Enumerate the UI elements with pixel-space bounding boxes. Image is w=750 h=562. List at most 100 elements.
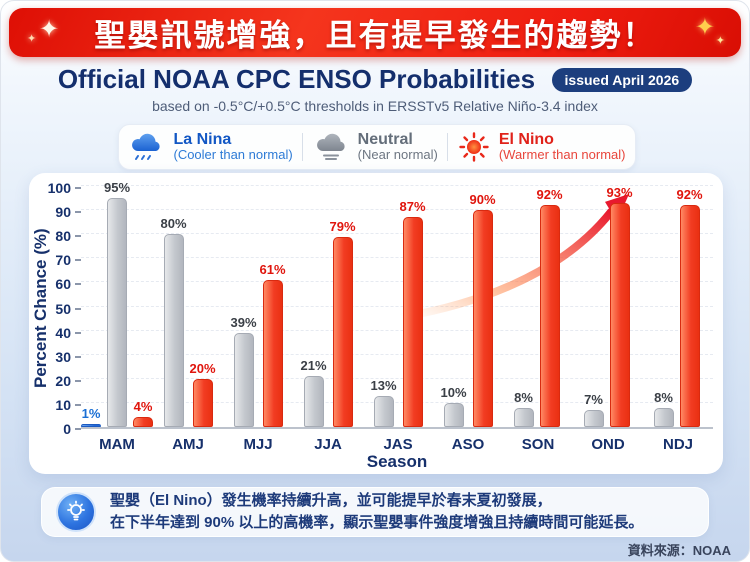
season-group-jas: 13% 87% JAS [363, 188, 433, 453]
gridline [81, 185, 713, 186]
x-tick-label: MJJ [243, 436, 273, 453]
neutral-bar [233, 333, 254, 427]
y-tick-label: 0 [63, 421, 71, 437]
issued-badge: issued April 2026 [551, 67, 693, 92]
sparkle-icon: ✦ [695, 16, 725, 48]
bar-value-label: 13% [370, 377, 397, 393]
rain-cloud-icon [132, 133, 161, 160]
x-tick-label: JAS [383, 436, 413, 453]
banner: ✦ 聖嬰訊號增強，且有提早發生的趨勢！ ✦ [9, 8, 741, 57]
season-group-amj: 80% 20% AMJ [153, 188, 223, 453]
bar-value-label: 79% [329, 218, 356, 234]
y-tick-mark [75, 307, 81, 310]
season-group-aso: 10% 90% ASO [433, 188, 503, 453]
el-nino-bar [332, 236, 353, 427]
neutral-bar [443, 402, 464, 427]
legend-label: La Nina [173, 130, 232, 148]
header: Official NOAA CPC ENSO Probabilities iss… [1, 64, 749, 95]
bar-value-label: 7% [584, 392, 603, 408]
gridline [81, 209, 713, 211]
legend-description: (Near normal) [357, 147, 438, 163]
season-group-mjj: 39% 61% MJJ [223, 188, 293, 453]
bar-value-label: 93% [606, 184, 633, 200]
legend-description: (Warmer than normal) [498, 147, 626, 163]
y-tick-mark [75, 259, 81, 262]
bar-value-label: 80% [160, 216, 187, 232]
bar-value-label: 8% [654, 389, 673, 405]
gridline [81, 329, 713, 331]
y-tick-mark [75, 211, 81, 214]
y-tick-label: 100 [47, 180, 71, 196]
season-group-ond: 7% 93% OND [573, 184, 643, 453]
gridline [81, 281, 713, 283]
chart-legend: La Nina (Cooler than normal) Neutral (Ne… [118, 124, 636, 170]
bar-value-label: 95% [104, 180, 131, 196]
y-tick-mark [75, 187, 81, 189]
sun-icon [459, 132, 489, 162]
neutral-bar [303, 376, 324, 427]
cloud-icon [316, 133, 345, 160]
y-tick-mark [75, 331, 81, 334]
bar-value-label: 92% [536, 187, 563, 203]
bar-value-label: 1% [81, 406, 101, 421]
neutral-bar [583, 410, 604, 427]
summary-note: 聖嬰（El Nino）發生機率持續升高，並可能提早於春末夏初發展， 在下半年達到… [41, 487, 709, 537]
y-tick-label: 90 [55, 204, 71, 221]
gridline [81, 305, 713, 307]
sparkle-icon: ✦ [27, 18, 59, 46]
data-source: 資料來源：NOAA [627, 543, 731, 558]
gridline [81, 401, 713, 403]
chart-card: Percent Chance (%) 0 10 20 30 40 50 60 70 80 90 10… [29, 173, 723, 474]
x-tick-label: AMJ [172, 436, 204, 453]
neutral-bar [163, 234, 184, 427]
neutral-bar [373, 395, 394, 427]
y-tick-label: 40 [55, 324, 71, 341]
gridline [81, 377, 713, 379]
y-tick-label: 10 [55, 396, 71, 413]
y-tick-mark [75, 379, 81, 382]
season-group-son: 8% 92% SON [503, 187, 573, 453]
y-tick-mark [75, 403, 81, 406]
x-tick-label: JJA [314, 436, 342, 453]
note-line-1: 聖嬰（El Nino）發生機率持續升高，並可能提早於春末夏初發展， [110, 492, 552, 510]
gridline [81, 257, 713, 259]
neutral-bar [107, 198, 128, 427]
page-subtitle: based on -0.5°C/+0.5°C thresholds in ERS… [152, 98, 598, 114]
x-tick-label: SON [521, 436, 555, 453]
x-axis-title: Season [366, 452, 428, 471]
y-tick-label: 80 [55, 228, 71, 245]
page-title: Official NOAA CPC ENSO Probabilities [57, 64, 536, 94]
x-tick-label: MAM [99, 436, 135, 453]
y-tick-mark [75, 235, 81, 238]
season-group-jja: 21% 79% JJA [293, 188, 363, 453]
divider [447, 133, 449, 161]
note-line-2: 在下半年達到 90% 以上的高機率，顯示聖嬰事件強度增強且持續時間可能延長。 [110, 514, 644, 531]
y-tick-label: 60 [55, 276, 71, 293]
el-nino-bar [402, 217, 423, 427]
bar-value-label: 20% [189, 360, 216, 376]
bar-groups: 1% 95% 4% MAM 80% 20% AMJ 39% 61% MJJ 21% 79% JJA 13%… [81, 180, 713, 453]
x-tick-label: OND [591, 436, 625, 453]
el-nino-bar [609, 202, 630, 427]
note-text: 聖嬰（El Nino）發生機率持續升高，並可能提早於春末夏初發展， 在下半年達到… [110, 490, 643, 534]
banner-title: 聖嬰訊號增強，且有提早發生的趨勢！ [94, 18, 656, 53]
y-tick-label: 30 [55, 348, 71, 365]
gridline [81, 353, 713, 355]
y-tick-mark [75, 355, 81, 358]
y-tick-mark [75, 428, 81, 430]
legend-description: (Cooler than normal) [173, 147, 293, 163]
season-group-ndj: 8% 92% NDJ [643, 187, 713, 453]
bar-value-label: 87% [399, 199, 426, 215]
el-nino-bar [192, 378, 213, 427]
gridline [81, 233, 713, 235]
x-tick-label: ASO [451, 436, 485, 453]
y-axis-title: Percent Chance (%) [31, 228, 50, 389]
y-tick-label: 20 [55, 372, 71, 389]
bar-value-label: 39% [230, 315, 257, 331]
season-group-mam: 1% 95% 4% MAM [81, 180, 154, 453]
bar-value-label: 8% [514, 389, 533, 405]
bar-value-label: 61% [259, 262, 286, 277]
legend-item-neutral: Neutral (Near normal) [313, 131, 438, 164]
legend-item-el-nino: El Nino (Warmer than normal) [458, 131, 626, 164]
